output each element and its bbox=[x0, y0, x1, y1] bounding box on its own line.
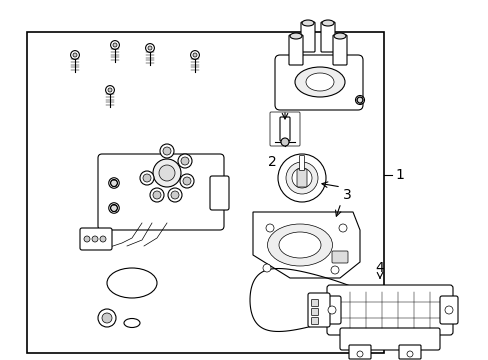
Circle shape bbox=[193, 53, 197, 57]
Circle shape bbox=[278, 154, 325, 202]
FancyBboxPatch shape bbox=[280, 117, 289, 141]
Circle shape bbox=[291, 168, 311, 188]
Circle shape bbox=[406, 351, 412, 357]
FancyBboxPatch shape bbox=[307, 293, 329, 327]
Circle shape bbox=[84, 236, 90, 242]
Text: 3: 3 bbox=[342, 188, 351, 202]
FancyBboxPatch shape bbox=[80, 228, 112, 250]
FancyBboxPatch shape bbox=[299, 156, 304, 171]
Bar bbox=[27, 32, 383, 353]
Ellipse shape bbox=[124, 319, 140, 328]
FancyBboxPatch shape bbox=[439, 296, 457, 324]
Circle shape bbox=[153, 159, 181, 187]
Circle shape bbox=[327, 306, 335, 314]
Circle shape bbox=[113, 43, 117, 47]
Ellipse shape bbox=[333, 33, 346, 39]
Circle shape bbox=[100, 236, 106, 242]
Circle shape bbox=[105, 86, 114, 94]
Circle shape bbox=[356, 97, 362, 103]
FancyBboxPatch shape bbox=[323, 296, 340, 324]
Ellipse shape bbox=[294, 67, 345, 97]
Circle shape bbox=[181, 157, 189, 165]
FancyBboxPatch shape bbox=[301, 22, 314, 52]
Circle shape bbox=[142, 174, 151, 182]
Circle shape bbox=[108, 178, 119, 188]
Ellipse shape bbox=[305, 73, 333, 91]
Circle shape bbox=[108, 88, 112, 92]
FancyBboxPatch shape bbox=[331, 251, 347, 263]
FancyBboxPatch shape bbox=[274, 55, 362, 110]
Circle shape bbox=[163, 147, 171, 155]
FancyBboxPatch shape bbox=[332, 35, 346, 65]
Circle shape bbox=[98, 309, 116, 327]
Circle shape bbox=[108, 203, 119, 213]
Circle shape bbox=[153, 191, 161, 199]
FancyBboxPatch shape bbox=[296, 169, 306, 187]
Circle shape bbox=[160, 144, 174, 158]
Circle shape bbox=[140, 171, 154, 185]
Circle shape bbox=[102, 313, 112, 323]
Circle shape bbox=[190, 51, 199, 59]
Circle shape bbox=[356, 351, 362, 357]
Circle shape bbox=[281, 138, 288, 146]
Text: 2: 2 bbox=[267, 155, 276, 169]
FancyBboxPatch shape bbox=[311, 309, 318, 315]
Circle shape bbox=[92, 236, 98, 242]
FancyBboxPatch shape bbox=[326, 285, 452, 335]
Ellipse shape bbox=[279, 232, 320, 258]
Circle shape bbox=[180, 174, 194, 188]
FancyBboxPatch shape bbox=[339, 328, 439, 350]
Circle shape bbox=[73, 53, 77, 57]
Circle shape bbox=[338, 224, 346, 232]
Text: 4: 4 bbox=[375, 261, 384, 275]
Ellipse shape bbox=[289, 33, 302, 39]
Text: 1: 1 bbox=[395, 168, 404, 182]
Circle shape bbox=[110, 41, 119, 49]
Circle shape bbox=[444, 306, 452, 314]
Circle shape bbox=[171, 191, 179, 199]
Circle shape bbox=[168, 188, 182, 202]
Circle shape bbox=[178, 154, 192, 168]
Circle shape bbox=[285, 162, 317, 194]
Circle shape bbox=[263, 264, 270, 272]
FancyBboxPatch shape bbox=[398, 345, 420, 359]
Circle shape bbox=[159, 165, 175, 181]
Circle shape bbox=[355, 95, 364, 104]
Circle shape bbox=[145, 44, 154, 53]
FancyBboxPatch shape bbox=[311, 300, 318, 306]
Circle shape bbox=[183, 177, 191, 185]
FancyBboxPatch shape bbox=[348, 345, 370, 359]
FancyBboxPatch shape bbox=[98, 154, 224, 230]
Ellipse shape bbox=[267, 224, 332, 266]
Circle shape bbox=[150, 188, 163, 202]
Circle shape bbox=[265, 224, 273, 232]
Circle shape bbox=[148, 46, 152, 50]
Polygon shape bbox=[252, 212, 359, 278]
Circle shape bbox=[330, 266, 338, 274]
FancyBboxPatch shape bbox=[288, 35, 303, 65]
Circle shape bbox=[110, 180, 117, 186]
Circle shape bbox=[110, 204, 117, 212]
FancyBboxPatch shape bbox=[320, 22, 334, 52]
Ellipse shape bbox=[321, 20, 333, 26]
FancyBboxPatch shape bbox=[209, 176, 228, 210]
Ellipse shape bbox=[302, 20, 313, 26]
FancyBboxPatch shape bbox=[311, 318, 318, 324]
Circle shape bbox=[70, 51, 79, 59]
